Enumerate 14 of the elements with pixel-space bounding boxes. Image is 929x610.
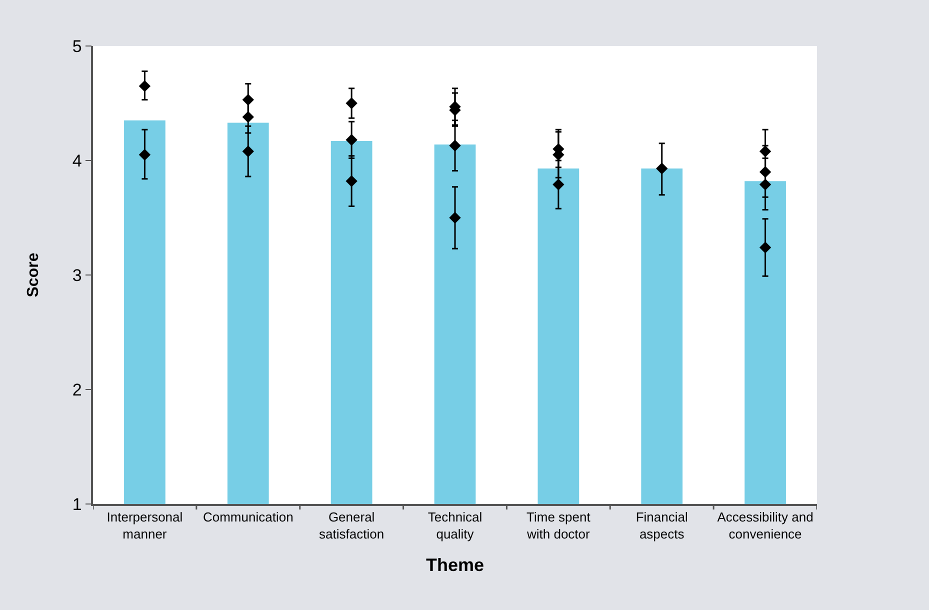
y-axis-title: Score <box>24 252 42 298</box>
x-tick-label: General satisfaction <box>319 509 384 542</box>
y-tick-label: 2 <box>72 380 82 400</box>
y-tick-label: 1 <box>72 494 82 514</box>
x-tick-label: Time spent with doctor <box>526 509 591 542</box>
y-tick-label: 4 <box>72 151 82 170</box>
x-tick-label: Communication <box>202 509 294 524</box>
y-tick-label: 3 <box>72 266 82 285</box>
y-tick-label: 5 <box>72 36 82 56</box>
x-tick-label: Financial aspects <box>636 509 688 542</box>
x-tick-label: Interpersonal manner <box>106 509 183 542</box>
x-tick-label: Technical quality <box>428 509 482 542</box>
x-axis-title: Theme <box>426 554 484 575</box>
x-tick-label: Accessibility and convenience <box>717 509 814 542</box>
